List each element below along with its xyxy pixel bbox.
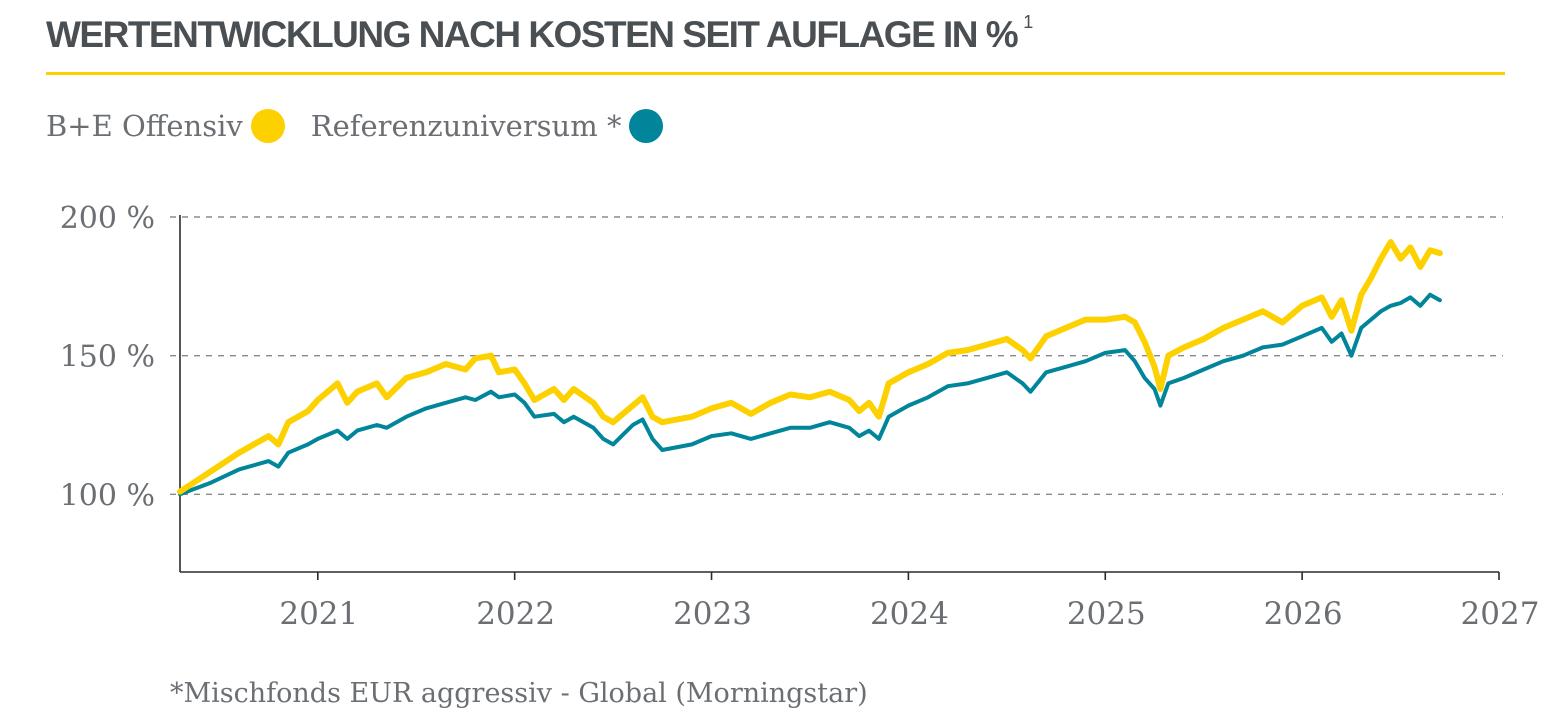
series-line-fund <box>177 239 1443 495</box>
x-tick-label: 2021 <box>279 596 358 632</box>
y-tick-label: 200 % <box>60 201 155 236</box>
y-tick-label: 150 % <box>60 340 155 375</box>
x-tick-label: 2024 <box>870 596 949 632</box>
series-line-reference <box>178 292 1442 497</box>
chart-title-text: WERTENTWICKLUNG NACH KOSTEN SEIT AUFLAGE… <box>46 14 1019 55</box>
footnote: *Mischfonds EUR aggressiv - Global (Morn… <box>170 678 868 709</box>
x-tick-label: 2025 <box>1067 596 1146 632</box>
legend-dot-reference-icon <box>629 109 664 143</box>
legend-label-fund: B+E Offensiv <box>46 109 243 143</box>
legend: B+E Offensiv Referenzuniversum * <box>46 104 664 148</box>
title-underline <box>46 72 1505 75</box>
legend-label-reference: Referenzuniversum * <box>310 109 622 143</box>
legend-item-reference: Referenzuniversum * <box>311 109 664 143</box>
legend-item-fund: B+E Offensiv <box>46 109 285 143</box>
chart-title: WERTENTWICKLUNG NACH KOSTEN SEIT AUFLAGE… <box>46 11 1033 56</box>
title-footnote-mark: 1 <box>1023 11 1033 32</box>
x-tick-label: 2023 <box>673 596 752 632</box>
y-tick-label: 100 % <box>60 478 155 513</box>
x-tick-label: 2022 <box>476 596 555 632</box>
legend-dot-fund-icon <box>250 109 285 143</box>
x-tick-label: 2027 <box>1461 596 1540 632</box>
x-tick-label: 2026 <box>1264 596 1343 632</box>
